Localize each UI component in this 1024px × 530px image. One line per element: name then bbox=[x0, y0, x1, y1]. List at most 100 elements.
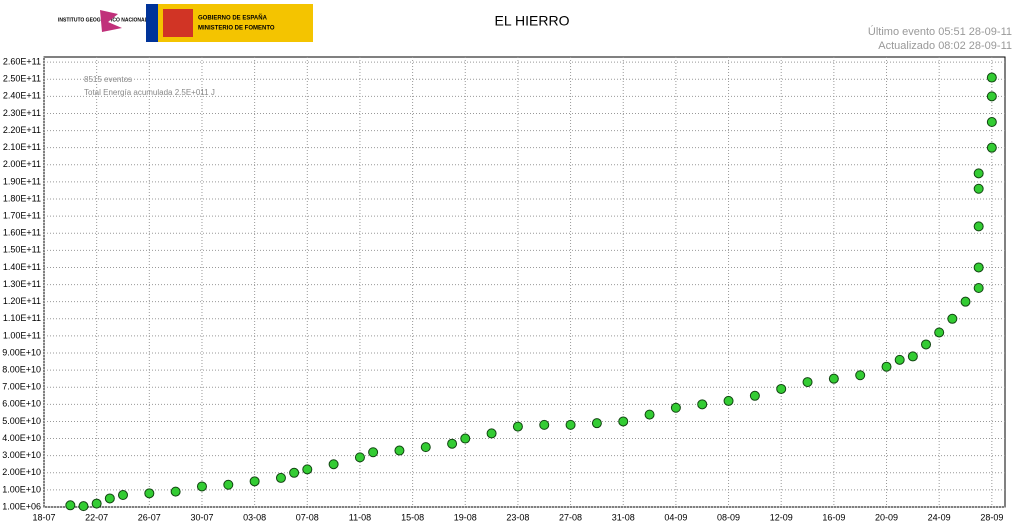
event-point bbox=[947, 313, 958, 324]
y-tick-label: 2.00E+10 bbox=[2, 467, 41, 477]
x-tick-label: 24-09 bbox=[928, 512, 951, 522]
event-point bbox=[223, 479, 234, 490]
event-point bbox=[512, 421, 523, 432]
event-point bbox=[986, 72, 997, 83]
event-point bbox=[394, 445, 405, 456]
event-point bbox=[144, 488, 155, 499]
y-tick-label: 1.00E+06 bbox=[2, 501, 41, 511]
event-point bbox=[618, 416, 629, 427]
updated: Actualizado 08:02 28-09-11 bbox=[878, 40, 1012, 52]
y-tick-label: 5.00E+10 bbox=[2, 416, 41, 426]
event-point bbox=[934, 327, 945, 338]
x-tick-label: 31-08 bbox=[612, 512, 635, 522]
event-point bbox=[289, 467, 300, 478]
event-point bbox=[973, 183, 984, 194]
event-point bbox=[921, 339, 932, 350]
government-name: GOBIERNO DE ESPAÑA bbox=[198, 15, 268, 22]
event-point bbox=[460, 433, 471, 444]
event-point bbox=[196, 481, 207, 492]
y-tick-label: 1.00E+10 bbox=[2, 484, 41, 494]
event-point bbox=[855, 370, 866, 381]
y-tick-label: 1.90E+11 bbox=[3, 176, 41, 186]
event-point bbox=[302, 464, 313, 475]
y-tick-label: 8.00E+10 bbox=[2, 364, 41, 374]
x-tick-label: 27-08 bbox=[559, 512, 582, 522]
y-tick-label: 1.60E+11 bbox=[3, 228, 41, 238]
event-point bbox=[973, 221, 984, 232]
ministry-name: MINISTERIO DE FOMENTO bbox=[198, 26, 275, 32]
y-tick-label: 2.40E+11 bbox=[3, 91, 41, 101]
y-tick-label: 1.40E+11 bbox=[3, 262, 41, 272]
y-tick-label: 1.50E+11 bbox=[3, 245, 41, 255]
y-tick-label: 1.30E+11 bbox=[3, 279, 41, 289]
event-point bbox=[986, 91, 997, 102]
y-tick-label: 2.60E+11 bbox=[3, 57, 41, 67]
event-point bbox=[973, 282, 984, 293]
y-tick-label: 9.00E+10 bbox=[2, 347, 41, 357]
y-tick-label: 2.20E+11 bbox=[3, 125, 41, 135]
coat-of-arms bbox=[163, 9, 193, 37]
event-point bbox=[275, 472, 286, 483]
event-point bbox=[973, 168, 984, 179]
event-point bbox=[907, 351, 918, 362]
x-tick-label: 23-08 bbox=[506, 512, 529, 522]
annotation: Total Energía acumulada 2.5E+011 J bbox=[84, 88, 215, 97]
event-point bbox=[170, 486, 181, 497]
chart-title: EL HIERRO bbox=[495, 13, 570, 29]
eu-flag bbox=[146, 4, 158, 42]
x-tick-label: 30-07 bbox=[190, 512, 213, 522]
event-point bbox=[117, 490, 128, 501]
y-tick-label: 1.10E+11 bbox=[3, 313, 41, 323]
x-tick-label: 22-07 bbox=[85, 512, 108, 522]
x-tick-label: 03-08 bbox=[243, 512, 266, 522]
event-point bbox=[591, 418, 602, 429]
x-tick-label: 16-09 bbox=[822, 512, 845, 522]
x-tick-label: 15-08 bbox=[401, 512, 424, 522]
last-event: Último evento 05:51 28-09-11 bbox=[868, 25, 1012, 38]
event-point bbox=[104, 493, 115, 504]
y-tick-label: 2.10E+11 bbox=[3, 142, 41, 152]
event-point bbox=[828, 373, 839, 384]
y-tick-label: 3.00E+10 bbox=[2, 450, 41, 460]
event-point bbox=[328, 459, 339, 470]
x-tick-label: 08-09 bbox=[717, 512, 740, 522]
y-tick-label: 6.00E+10 bbox=[2, 399, 41, 409]
event-point bbox=[986, 142, 997, 153]
y-tick-label: 1.80E+11 bbox=[3, 193, 41, 203]
y-tick-label: 2.30E+11 bbox=[3, 108, 41, 118]
y-tick-label: 1.00E+11 bbox=[3, 330, 41, 340]
x-tick-label: 28-09 bbox=[980, 512, 1003, 522]
x-tick-label: 07-08 bbox=[296, 512, 319, 522]
event-point bbox=[723, 395, 734, 406]
event-point bbox=[539, 419, 550, 430]
event-point bbox=[776, 383, 787, 394]
x-tick-label: 26-07 bbox=[138, 512, 161, 522]
x-tick-label: 19-08 bbox=[454, 512, 477, 522]
y-tick-label: 4.00E+10 bbox=[2, 433, 41, 443]
event-point bbox=[249, 476, 260, 487]
annotation: 8515 eventos bbox=[84, 75, 132, 84]
event-point bbox=[960, 296, 971, 307]
x-tick-label: 11-08 bbox=[349, 512, 371, 522]
event-point bbox=[644, 409, 655, 420]
plot-frame bbox=[43, 56, 1006, 508]
event-point bbox=[565, 419, 576, 430]
event-point bbox=[486, 428, 497, 439]
y-tick-label: 1.70E+11 bbox=[3, 211, 41, 221]
event-point bbox=[91, 498, 102, 509]
x-tick-label: 04-09 bbox=[664, 512, 687, 522]
event-point bbox=[894, 354, 905, 365]
y-tick-label: 2.50E+11 bbox=[3, 74, 41, 84]
ign-mark bbox=[100, 10, 122, 32]
event-point bbox=[420, 442, 431, 453]
y-tick-label: 1.20E+11 bbox=[3, 296, 41, 306]
event-point bbox=[78, 501, 89, 512]
y-tick-label: 2.00E+11 bbox=[3, 159, 41, 169]
x-tick-label: 12-09 bbox=[770, 512, 793, 522]
x-tick-label: 20-09 bbox=[875, 512, 898, 522]
event-point bbox=[973, 262, 984, 273]
event-point bbox=[749, 390, 760, 401]
event-point bbox=[881, 361, 892, 372]
ign-logo bbox=[55, 4, 141, 42]
y-tick-label: 7.00E+10 bbox=[2, 382, 41, 392]
